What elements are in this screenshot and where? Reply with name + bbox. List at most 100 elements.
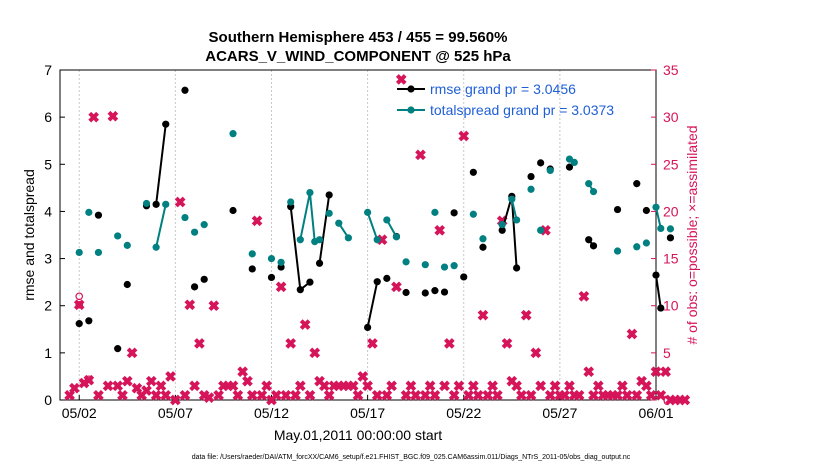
obs-assimilated-point — [352, 389, 364, 401]
obs-assimilated-point — [424, 380, 436, 392]
obs-assimilated-point — [650, 366, 662, 378]
obs-assimilated-point — [270, 389, 282, 401]
obs-assimilated-point — [362, 380, 373, 392]
obs-assimilated-point — [232, 389, 244, 401]
y2-tick-label: 10 — [663, 298, 679, 314]
obs-assimilated-point — [381, 389, 393, 401]
totalspread-point — [85, 208, 93, 216]
x-tick-label: 05/27 — [542, 405, 577, 421]
totalspread-point — [527, 185, 535, 193]
rmse-point — [162, 120, 170, 128]
y2-tick-label: 30 — [663, 109, 679, 125]
obs-assimilated-point — [679, 394, 691, 406]
obs-assimilated-point — [453, 380, 465, 392]
obs-assimilated-point — [592, 380, 604, 392]
rmse-line — [366, 281, 379, 328]
obs-assimilated-point — [395, 74, 407, 85]
rmse-point — [248, 265, 256, 273]
y2-tick-label: 35 — [663, 62, 679, 78]
totalspread-point — [335, 219, 343, 227]
obs-assimilated-point — [189, 380, 200, 392]
rmse-point — [190, 283, 199, 291]
totalspread-point — [75, 248, 83, 257]
obs-assimilated-point — [410, 389, 422, 401]
obs-assimilated-point — [242, 375, 253, 387]
obs-assimilated-point — [626, 328, 638, 340]
x-tick-label: 05/22 — [446, 405, 481, 421]
y-tick-label: 6 — [44, 109, 52, 125]
x-tick-label: 05/17 — [350, 405, 385, 421]
y-tick-label: 7 — [44, 62, 52, 78]
obs-assimilated-point — [641, 380, 652, 392]
obs-assimilated-point — [261, 380, 273, 392]
obs-assimilated-point — [448, 389, 460, 401]
obs-assimilated-point — [429, 389, 441, 401]
obs-assimilated-point — [621, 389, 633, 401]
obs-assimilated-point — [64, 389, 75, 401]
rmse-point — [373, 278, 381, 286]
obs-assimilated-point — [400, 389, 412, 401]
legend-marker-totalspread — [407, 106, 415, 114]
rmse-line — [655, 274, 662, 309]
rmse-point — [123, 280, 131, 289]
totalspread-point — [277, 258, 285, 266]
totalspread-point — [267, 254, 276, 263]
x-axis-ticks: 05/02 05/07 05/12 05/17 05/22 05/27 06/01 — [62, 395, 674, 421]
totalspread-point — [421, 261, 429, 269]
obs-assimilated-point — [117, 389, 128, 401]
obs-assimilated-point — [443, 338, 455, 349]
obs-assimilated-point — [535, 380, 546, 392]
obs-assimilated-point — [251, 215, 263, 227]
obs-assimilated-point — [472, 389, 484, 401]
obs-assimilated-point — [516, 389, 527, 401]
rmse-line — [318, 194, 331, 264]
totalspread-point — [114, 232, 122, 240]
rmse-point — [383, 274, 391, 282]
obs-assimilated-point — [208, 300, 220, 312]
obs-assimilated-point — [617, 380, 628, 392]
totalspread-point — [248, 250, 256, 258]
obs-assimilated-point — [290, 389, 301, 401]
rmse-point — [306, 278, 314, 286]
totalspread-point — [123, 241, 131, 249]
obs-assimilated-point — [511, 380, 522, 392]
obs-assimilated-point — [237, 366, 248, 378]
obs-assimilated-point — [93, 389, 104, 401]
obs-assimilated-point — [525, 389, 537, 401]
x-tick-label: 06/01 — [638, 405, 673, 421]
plot-frame — [59, 69, 657, 401]
obs-assimilated-point — [612, 389, 623, 401]
obs-assimilated-point — [530, 347, 542, 359]
obs-assimilated-point — [141, 385, 152, 396]
obs-assimilated-point — [405, 380, 417, 392]
obs-assimilated-point — [439, 380, 450, 392]
obs-assimilated-point — [299, 319, 311, 330]
legend-entry-totalspread: totalspread grand pr = 3.0373 — [430, 102, 614, 118]
rmse-point — [642, 206, 650, 215]
totalspread-point — [392, 233, 401, 241]
x-tick-label: 05/02 — [62, 405, 97, 421]
totalspread-point — [287, 198, 295, 206]
obs-assimilated-point — [487, 380, 498, 392]
y-axis-label: rmse and totalspread — [21, 169, 37, 301]
y-tick-label: 5 — [44, 156, 52, 172]
rmse-point — [85, 317, 93, 325]
totalspread-point — [142, 199, 151, 208]
totalspread-point — [642, 239, 650, 247]
obs-assimilated-point — [170, 394, 181, 406]
obs-assimilated-point — [121, 375, 133, 387]
totalspread-point — [666, 225, 675, 233]
y-tick-label: 0 — [44, 392, 52, 408]
rmse-point — [498, 226, 506, 234]
rmse-point — [479, 243, 487, 251]
x-axis-label: May.01,2011 00:00:00 start — [274, 427, 442, 443]
rmse-point — [114, 345, 122, 353]
obs-assimilated-point — [145, 375, 157, 387]
x-tick-label: 05/12 — [254, 405, 289, 421]
totalspread-point — [652, 203, 660, 211]
obs-assimilated-point — [588, 389, 599, 401]
rmse-point — [229, 206, 237, 215]
obs-assimilated-point — [583, 366, 595, 378]
totalspread-point — [152, 243, 160, 251]
totalspread-line — [299, 192, 316, 242]
